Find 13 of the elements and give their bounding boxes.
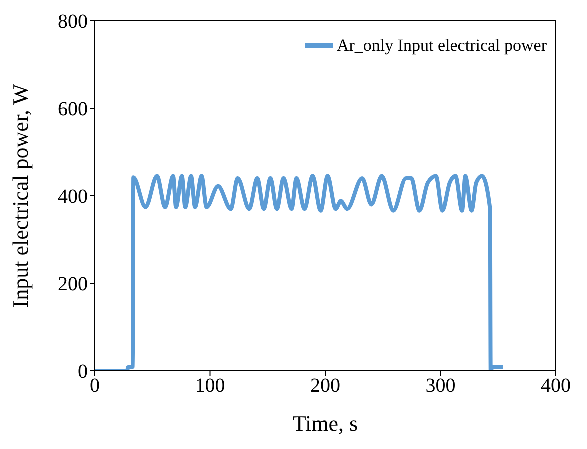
y-tick-label: 600 — [58, 98, 88, 121]
y-tick-label: 800 — [58, 11, 88, 34]
x-tick-label: 400 — [541, 375, 571, 398]
legend-label: Ar_only Input electrical power — [336, 36, 547, 56]
x-tick-label: 100 — [195, 375, 226, 398]
x-tick-label: 200 — [310, 375, 340, 398]
x-tick-label: 300 — [426, 375, 456, 398]
y-tick-label: 400 — [58, 186, 88, 208]
y-axis-title: Input electrical power, W — [8, 84, 33, 308]
line-series — [95, 174, 505, 371]
x-axis-title: Time, s — [292, 411, 358, 436]
y-tick-label: 0 — [78, 361, 88, 384]
y-tick-label: 200 — [58, 274, 88, 296]
